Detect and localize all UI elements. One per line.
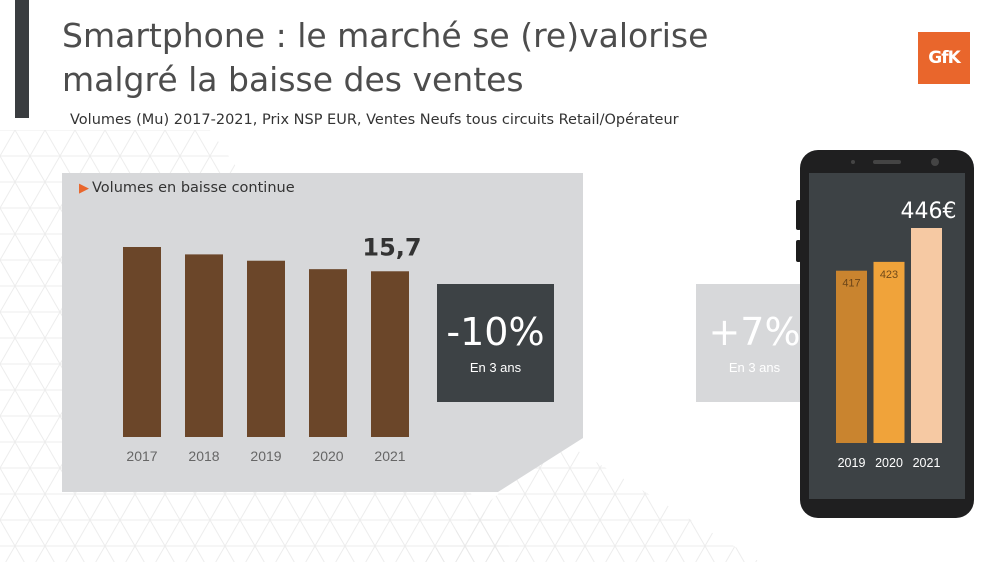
price-bar-2021 xyxy=(911,228,942,443)
volume-panel-title-text: Volumes en baisse continue xyxy=(92,180,295,196)
volume-bar-2020 xyxy=(309,269,347,437)
volume-bar-2019 xyxy=(247,260,285,437)
price-x-tick-label: 2020 xyxy=(875,456,903,470)
volume-change-label: En 3 ans xyxy=(469,360,522,375)
page-title: Smartphone : le marché se (re)valorise m… xyxy=(62,14,708,102)
volume-x-tick-label: 2017 xyxy=(126,448,157,464)
phone-speaker xyxy=(873,160,901,164)
price-x-tick-label: 2019 xyxy=(838,456,866,470)
volume-data-label: 15,7 xyxy=(362,233,421,261)
price-data-label: 417 xyxy=(842,278,860,290)
phone-side-button xyxy=(796,240,801,262)
volume-x-tick-label: 2021 xyxy=(374,448,405,464)
accent-bar xyxy=(15,0,29,118)
price-change-label: En 3 ans xyxy=(728,360,781,375)
volume-panel-title: ▶ Volumes en baisse continue xyxy=(79,180,295,196)
gfk-logo: GfK xyxy=(918,32,970,84)
volume-change-value: -10% xyxy=(446,310,545,354)
volume-x-tick-label: 2020 xyxy=(312,448,343,464)
phone-side-button xyxy=(796,200,801,230)
volume-bar-2021 xyxy=(371,271,409,437)
volume-change-box: -10% En 3 ans xyxy=(437,284,554,402)
price-data-label: 423 xyxy=(880,269,898,281)
price-bar-2019 xyxy=(836,270,867,443)
volume-x-tick-label: 2019 xyxy=(250,448,281,464)
phone-sensor xyxy=(851,160,855,164)
volume-bar-2017 xyxy=(123,247,161,437)
title-line-1: Smartphone : le marché se (re)valorise xyxy=(62,16,709,55)
price-bar-2020 xyxy=(873,261,905,443)
title-line-2: malgré la baisse des ventes xyxy=(62,60,524,99)
price-x-tick-label: 2021 xyxy=(913,456,941,470)
volume-x-tick-label: 2018 xyxy=(188,448,219,464)
volume-bar-2018 xyxy=(185,254,223,437)
price-change-box: +7% En 3 ans xyxy=(696,284,813,402)
play-arrow-icon: ▶ xyxy=(79,181,89,196)
price-change-value: +7% xyxy=(708,310,801,354)
phone-camera xyxy=(931,158,939,166)
subtitle: Volumes (Mu) 2017-2021, Prix NSP EUR, Ve… xyxy=(70,112,679,128)
price-data-label: 446€ xyxy=(901,199,957,224)
